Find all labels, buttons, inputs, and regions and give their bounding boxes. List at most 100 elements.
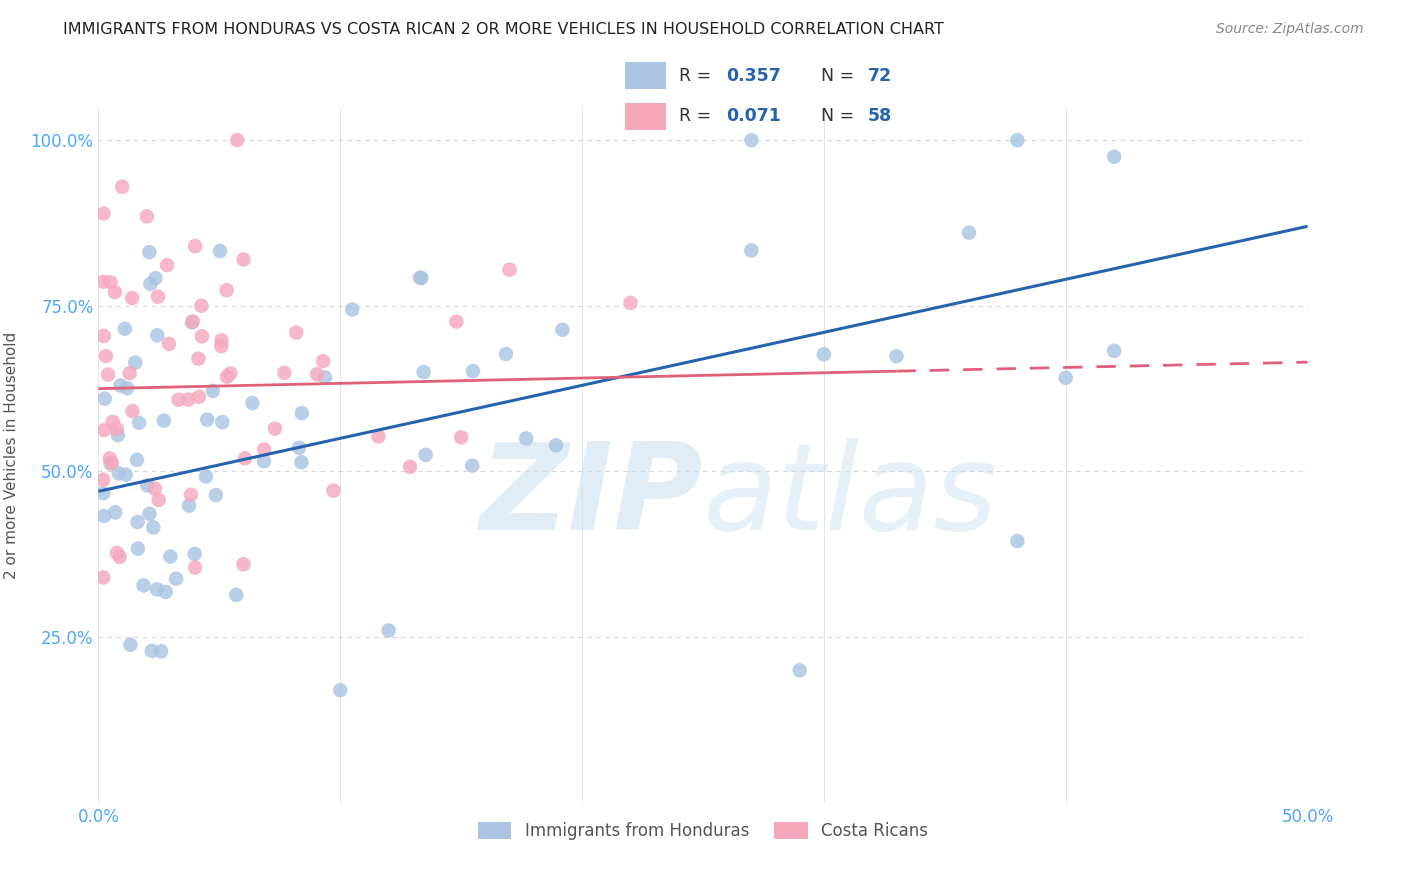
- Point: [138, 245, 160, 260]
- Point: [157, 337, 180, 351]
- Point: [159, 549, 181, 564]
- Point: [515, 431, 537, 445]
- Point: [136, 478, 159, 492]
- Text: N =: N =: [821, 67, 859, 85]
- Point: [789, 663, 811, 677]
- Point: [305, 368, 328, 382]
- Point: [322, 483, 344, 498]
- Point: [273, 366, 295, 380]
- Point: [264, 422, 287, 436]
- Point: [165, 572, 187, 586]
- Point: [93, 508, 115, 523]
- Point: [94, 392, 117, 406]
- Point: [187, 351, 209, 366]
- Point: [399, 459, 422, 474]
- Point: [153, 414, 176, 428]
- Point: [285, 326, 308, 340]
- Point: [195, 412, 218, 426]
- Point: [187, 390, 209, 404]
- Point: [209, 339, 232, 353]
- Point: [115, 381, 138, 395]
- Point: [107, 428, 129, 442]
- Point: [1054, 370, 1077, 384]
- Point: [312, 354, 335, 368]
- Text: 0.071: 0.071: [727, 107, 782, 125]
- Point: [101, 415, 124, 429]
- Point: [180, 488, 202, 502]
- Point: [111, 179, 134, 194]
- Point: [544, 438, 567, 452]
- Point: [498, 262, 520, 277]
- Point: [1007, 133, 1029, 147]
- Point: [253, 442, 276, 457]
- Point: [205, 488, 228, 502]
- Point: [143, 482, 166, 496]
- Point: [411, 271, 433, 285]
- Point: [813, 347, 835, 361]
- Point: [211, 415, 233, 429]
- Point: [415, 448, 437, 462]
- Point: [104, 285, 127, 299]
- Point: [114, 467, 136, 482]
- Point: [128, 416, 150, 430]
- Point: [98, 451, 121, 466]
- Point: [107, 467, 129, 481]
- Point: [551, 323, 574, 337]
- Point: [97, 368, 120, 382]
- Point: [100, 457, 122, 471]
- Point: [253, 454, 276, 468]
- Text: atlas: atlas: [703, 438, 998, 555]
- Point: [446, 315, 468, 329]
- Text: N =: N =: [821, 107, 859, 125]
- Point: [233, 451, 256, 466]
- Point: [114, 322, 136, 336]
- Point: [167, 392, 190, 407]
- Point: [142, 520, 165, 534]
- Point: [105, 546, 128, 560]
- Point: [127, 515, 149, 529]
- Point: [450, 430, 472, 444]
- Point: [208, 244, 231, 258]
- Point: [377, 624, 399, 638]
- Point: [291, 406, 314, 420]
- Point: [957, 226, 980, 240]
- Point: [232, 252, 254, 267]
- Point: [91, 275, 114, 289]
- Point: [146, 582, 169, 597]
- Point: [201, 384, 224, 398]
- Point: [125, 453, 148, 467]
- Point: [177, 499, 200, 513]
- Point: [145, 271, 167, 285]
- Point: [219, 367, 242, 381]
- Point: [148, 492, 170, 507]
- Point: [124, 356, 146, 370]
- Point: [93, 206, 115, 220]
- Point: [1102, 343, 1125, 358]
- Point: [146, 290, 169, 304]
- Text: R =: R =: [679, 67, 717, 85]
- Point: [104, 505, 127, 519]
- Point: [215, 283, 238, 297]
- Point: [108, 549, 131, 564]
- Bar: [626, 103, 665, 130]
- Point: [194, 469, 217, 483]
- Point: [886, 349, 908, 363]
- Text: 72: 72: [868, 67, 893, 85]
- Point: [141, 644, 163, 658]
- Point: [181, 314, 204, 328]
- Point: [215, 369, 238, 384]
- Text: Source: ZipAtlas.com: Source: ZipAtlas.com: [1216, 22, 1364, 37]
- Point: [91, 570, 114, 584]
- Point: [242, 396, 264, 410]
- Point: [118, 366, 141, 380]
- Point: [740, 244, 762, 258]
- Point: [135, 210, 157, 224]
- Point: [619, 296, 641, 310]
- Point: [184, 239, 207, 253]
- Point: [146, 328, 169, 343]
- Point: [100, 275, 122, 289]
- Point: [329, 683, 352, 698]
- Point: [495, 347, 517, 361]
- Point: [155, 585, 177, 599]
- Text: ZIP: ZIP: [479, 438, 703, 555]
